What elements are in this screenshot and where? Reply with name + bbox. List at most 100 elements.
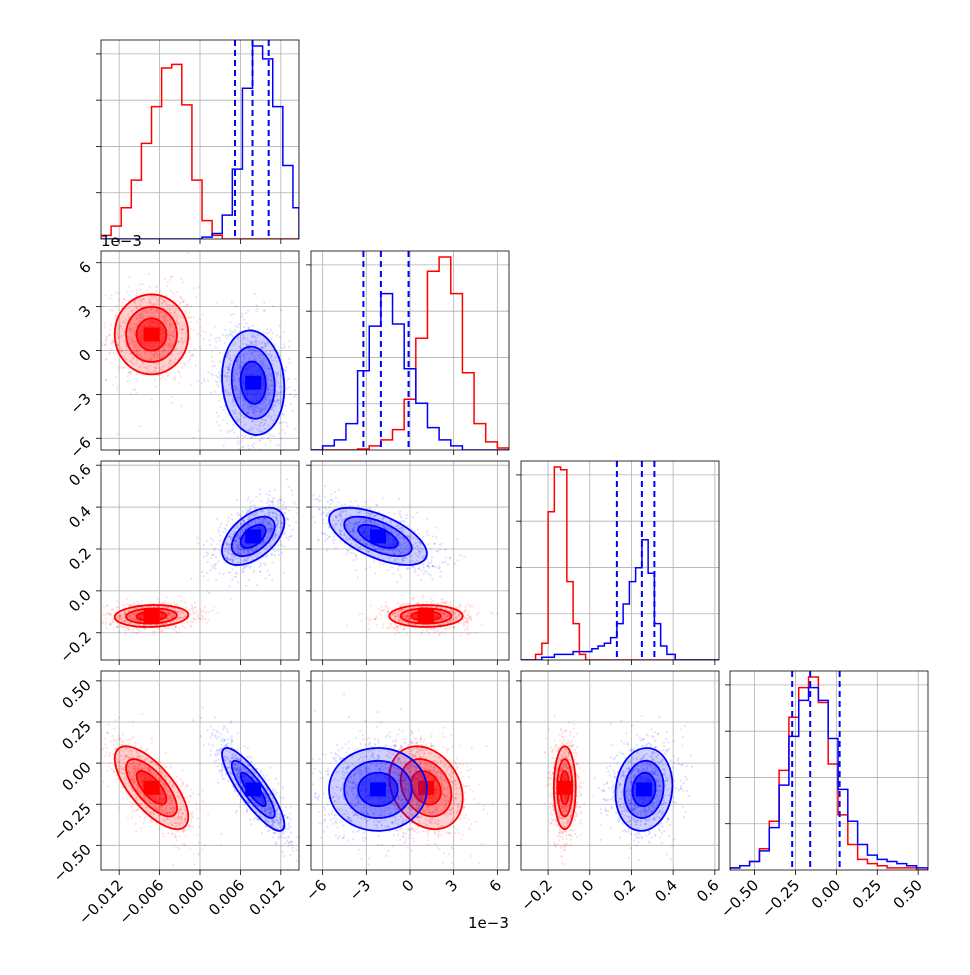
sample-point [117, 367, 119, 369]
sample-point [215, 380, 217, 382]
sample-point [368, 619, 370, 621]
sample-point [344, 504, 346, 506]
sample-point [179, 595, 181, 597]
sample-point [406, 514, 408, 516]
sample-point [256, 584, 258, 586]
sample-point [227, 517, 229, 519]
sample-point [276, 500, 278, 502]
sample-point [289, 362, 291, 364]
sample-point [428, 633, 430, 635]
sample-point [391, 626, 393, 628]
sample-point [224, 405, 226, 407]
sample-point [365, 568, 367, 570]
sample-point [172, 377, 174, 379]
sample-point [179, 375, 181, 377]
sample-point [464, 606, 466, 608]
sample-point [361, 620, 363, 622]
sample-point [243, 326, 245, 328]
sample-point [226, 337, 228, 339]
sample-point [183, 362, 185, 364]
grid-lines [521, 461, 719, 660]
sample-point [438, 565, 440, 567]
sample-point [469, 615, 471, 617]
sample-point [117, 606, 119, 608]
sample-point [223, 409, 225, 411]
sample-point [295, 521, 297, 523]
sample-point [247, 510, 249, 512]
sample-point [195, 296, 197, 298]
sample-point [219, 540, 221, 542]
sample-point [160, 290, 162, 292]
sample-point [324, 507, 326, 509]
sample-point [62, 322, 64, 324]
sample-point [442, 601, 444, 603]
density-peak [418, 609, 434, 623]
sample-point [202, 610, 204, 612]
sample-point [224, 342, 226, 344]
sample-point [260, 500, 262, 502]
sample-point [155, 386, 157, 388]
sample-point [220, 406, 222, 408]
sample-point [426, 571, 428, 573]
sample-point [402, 602, 404, 604]
sample-point [135, 289, 137, 291]
sample-point [329, 510, 331, 512]
sample-point [184, 601, 186, 603]
sample-point [440, 599, 442, 601]
sample-point [235, 576, 237, 578]
sample-point [274, 344, 276, 346]
sample-point [212, 539, 214, 541]
sample-point [267, 500, 269, 502]
sample-point [118, 631, 120, 633]
sample-point [105, 359, 107, 361]
sample-point [370, 604, 372, 606]
sample-point [311, 378, 313, 380]
sample-point [218, 372, 220, 374]
sample-point [173, 292, 175, 294]
sample-point [476, 631, 478, 633]
sample-point [239, 440, 241, 442]
sample-point [247, 309, 249, 311]
sample-point [133, 602, 135, 604]
sample-point [373, 618, 375, 620]
sample-point [117, 292, 119, 294]
sample-point [149, 602, 151, 604]
sample-point [444, 561, 446, 563]
sample-point [274, 554, 276, 556]
sample-point [218, 424, 220, 426]
sample-point [115, 315, 117, 317]
histogram-panel-p3 [725, 671, 928, 875]
density-peak [144, 609, 160, 623]
sample-point [235, 305, 237, 307]
sample-point [215, 556, 217, 558]
sample-point [263, 562, 265, 564]
sample-point [412, 597, 414, 599]
sample-point [103, 305, 105, 307]
sample-point [162, 376, 164, 378]
sample-point [265, 564, 267, 566]
sample-point [166, 285, 168, 287]
sample-point [246, 322, 248, 324]
sample-point [95, 354, 97, 356]
sample-point [331, 493, 333, 495]
sample-point [206, 622, 208, 624]
sample-point [438, 567, 440, 569]
sample-point [271, 578, 273, 580]
sample-point [103, 614, 105, 616]
sample-point [133, 632, 135, 634]
sample-point [188, 360, 190, 362]
sample-point [268, 574, 270, 576]
density-peak [245, 529, 261, 543]
sample-point [352, 559, 354, 561]
sample-point [196, 333, 198, 335]
sample-point [244, 435, 246, 437]
sample-point [108, 353, 110, 355]
grid-lines [311, 251, 509, 450]
sample-point [162, 602, 164, 604]
sample-point [278, 554, 280, 556]
sample-point [295, 378, 297, 380]
sample-point [287, 539, 289, 541]
sample-point [444, 631, 446, 633]
sample-point [207, 371, 209, 373]
sample-point [164, 278, 166, 280]
